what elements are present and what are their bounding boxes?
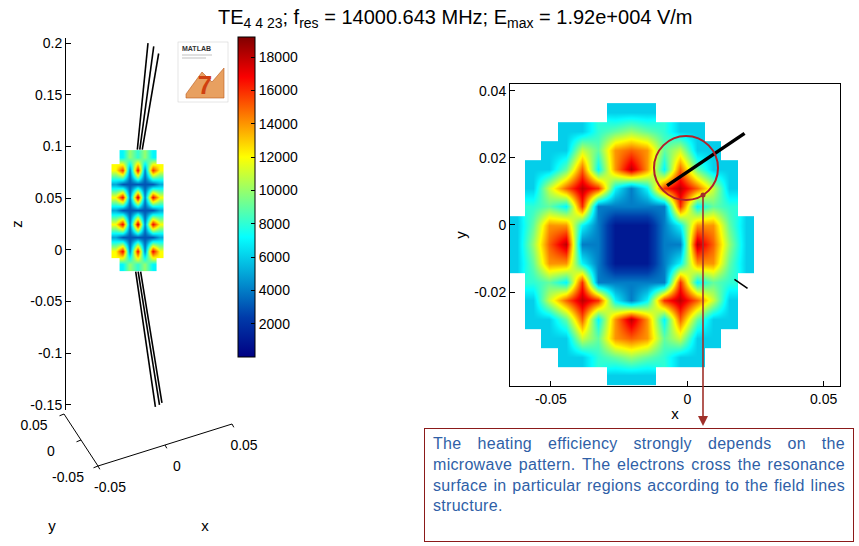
svg-text:14000: 14000 bbox=[259, 116, 298, 132]
svg-text:x: x bbox=[201, 517, 209, 534]
svg-text:TE​4 4 23​; f​res​ = 14000.643: TE​4 4 23​; f​res​ = 14000.643 MHz; E​ma… bbox=[218, 6, 693, 31]
svg-text:z: z bbox=[8, 220, 25, 228]
svg-text:-0.15: -0.15 bbox=[30, 397, 62, 413]
svg-text:y: y bbox=[452, 231, 469, 239]
svg-text:-0.02: -0.02 bbox=[474, 284, 506, 300]
svg-text:7: 7 bbox=[198, 70, 212, 100]
svg-text:0.2: 0.2 bbox=[43, 35, 63, 51]
svg-text:0: 0 bbox=[683, 391, 691, 407]
svg-text:MATLAB: MATLAB bbox=[182, 45, 211, 52]
svg-text:0.05: 0.05 bbox=[810, 391, 837, 407]
svg-text:0.05: 0.05 bbox=[35, 190, 62, 206]
svg-text:0.05: 0.05 bbox=[20, 417, 47, 433]
svg-text:16000: 16000 bbox=[259, 82, 298, 98]
svg-text:-0.05: -0.05 bbox=[94, 479, 126, 495]
svg-text:8000: 8000 bbox=[259, 216, 290, 232]
svg-text:4000: 4000 bbox=[259, 282, 290, 298]
svg-text:-0.05: -0.05 bbox=[535, 391, 567, 407]
svg-text:0.02: 0.02 bbox=[479, 150, 506, 166]
svg-text:0: 0 bbox=[47, 443, 55, 459]
svg-text:18000: 18000 bbox=[259, 49, 298, 65]
svg-text:10000: 10000 bbox=[259, 182, 298, 198]
svg-text:0.1: 0.1 bbox=[43, 138, 63, 154]
html-text:The heating efficiency strongl: The heating efficiency strongly depends … bbox=[433, 435, 845, 515]
svg-text:-0.1: -0.1 bbox=[38, 345, 62, 361]
svg-text:0.05: 0.05 bbox=[230, 437, 257, 453]
svg-text:0.15: 0.15 bbox=[35, 87, 62, 103]
svg-text:x: x bbox=[671, 405, 679, 422]
svg-text:2000: 2000 bbox=[259, 316, 290, 332]
svg-text:0: 0 bbox=[498, 217, 506, 233]
svg-text:12000: 12000 bbox=[259, 149, 298, 165]
svg-text:0.04: 0.04 bbox=[479, 83, 506, 99]
svg-text:-0.05: -0.05 bbox=[52, 469, 84, 485]
svg-text:0: 0 bbox=[173, 458, 181, 474]
svg-text:6000: 6000 bbox=[259, 249, 290, 265]
svg-text:y: y bbox=[48, 517, 56, 534]
svg-text:-0.05: -0.05 bbox=[30, 293, 62, 309]
svg-text:0: 0 bbox=[54, 242, 62, 258]
